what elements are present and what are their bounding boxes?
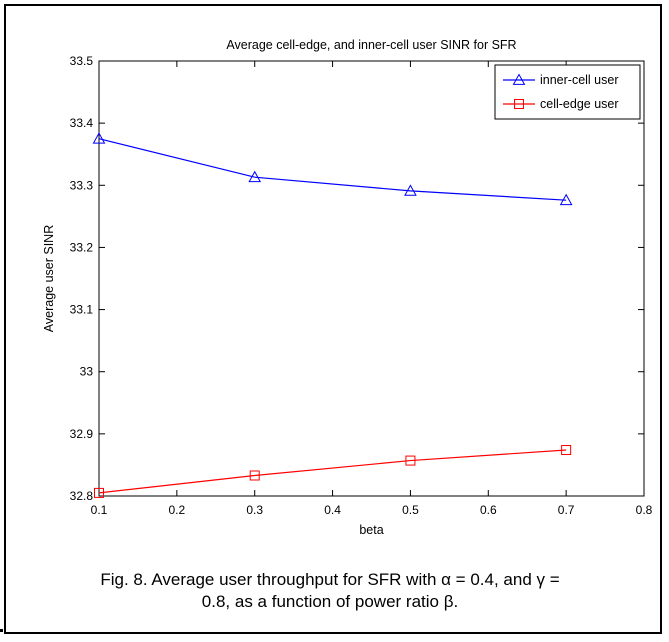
y-tick-label: 32.9 [70,427,94,441]
data-point-cell-edge [405,455,416,466]
x-tick-label: 0.2 [169,503,186,517]
x-axis-label: beta [359,523,383,537]
data-point-cell-edge [249,470,260,481]
x-tick-label: 0.8 [636,503,653,517]
data-point-inner-cell [248,170,262,183]
y-axis-label: Average user SINR [42,225,56,332]
caption-line-1: Fig. 8. Average user throughput for SFR … [100,570,560,589]
x-tick-label: 0.7 [558,503,575,517]
y-tick-label: 33 [80,365,94,379]
chart-title: Average cell-edge, and inner-cell user S… [226,38,516,52]
corner-mark [0,629,3,632]
data-point-inner-cell [559,193,573,206]
plot-area [98,60,645,497]
x-tick-label: 0.4 [324,503,341,517]
y-tick-label: 33.4 [70,116,94,130]
y-tick-label: 33.1 [70,303,94,317]
data-point-cell-edge [561,445,572,456]
data-point-inner-cell [404,184,417,196]
data-point-cell-edge [94,487,104,498]
data-point-inner-cell [92,132,106,144]
x-tick-label: 0.3 [246,503,263,517]
legend-label-cell-edge: cell-edge user [540,97,619,111]
figure-caption: Fig. 8. Average user throughput for SFR … [40,569,620,613]
x-tick-label: 0.5 [402,503,419,517]
y-tick-label: 33.5 [70,54,94,68]
legend-label-inner-cell: inner-cell user [540,73,619,87]
legend-marker-inner-cell [512,73,526,85]
legend-marker-cell-edge [514,99,524,109]
series-line-cell-edge [98,449,567,494]
y-tick-label: 33.2 [70,240,94,254]
x-tick-label: 0.6 [480,503,497,517]
caption-line-2: 0.8, as a function of power ratio β. [201,592,459,611]
y-tick-label: 33.3 [70,178,94,192]
y-tick-label: 32.8 [70,489,94,503]
series-line-inner-cell [98,138,567,201]
x-tick-label: 0.1 [91,503,108,517]
